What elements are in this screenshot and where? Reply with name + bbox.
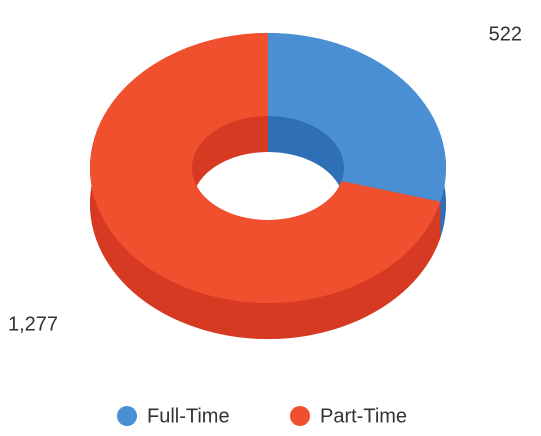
donut bbox=[89, 33, 446, 340]
legend-swatch bbox=[117, 406, 137, 426]
legend-label: Full-Time bbox=[147, 405, 230, 427]
data-label: 1,277 bbox=[8, 313, 58, 335]
legend-label: Part-Time bbox=[320, 405, 407, 427]
legend-swatch bbox=[290, 406, 310, 426]
slice bbox=[268, 33, 446, 202]
slice bbox=[89, 33, 441, 303]
data-label: 522 bbox=[489, 23, 522, 45]
legend: Full-Time Part-Time bbox=[117, 405, 407, 427]
